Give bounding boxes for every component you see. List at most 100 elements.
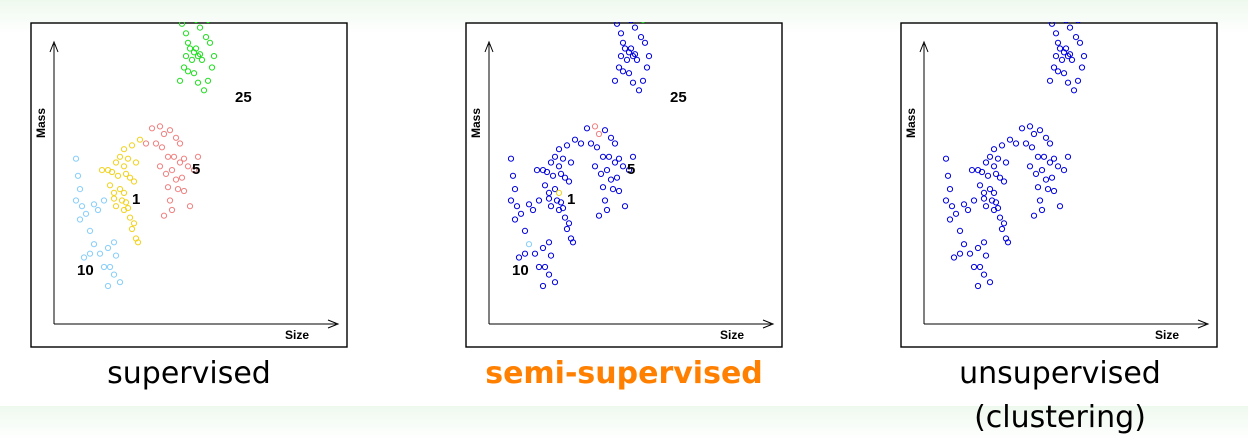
data-point-10 xyxy=(100,197,108,204)
data-point-1 xyxy=(1002,159,1010,166)
data-point-5 xyxy=(156,163,164,170)
data-point-25 xyxy=(631,51,639,58)
data-point-25 xyxy=(190,70,198,77)
data-point-5 xyxy=(1012,140,1020,147)
data-point-1 xyxy=(553,197,561,204)
data-point-25 xyxy=(1058,56,1066,64)
data-point-25 xyxy=(1066,51,1074,58)
class-label-5: 5 xyxy=(627,161,635,178)
data-point-25 xyxy=(645,52,653,60)
data-point-5 xyxy=(577,140,585,147)
x-axis-arrowhead xyxy=(762,319,775,329)
data-point-1 xyxy=(555,189,563,196)
data-point-10 xyxy=(956,227,964,234)
data-point-1 xyxy=(108,168,116,176)
data-point-1 xyxy=(984,172,992,179)
data-point-5 xyxy=(1038,167,1046,174)
data-point-1 xyxy=(571,136,579,143)
data-point-25 xyxy=(1060,70,1068,77)
data-point-10 xyxy=(78,203,86,210)
data-point-25 xyxy=(1064,79,1072,86)
data-point-25 xyxy=(617,30,625,37)
x-axis-label: Size xyxy=(1155,328,1179,342)
data-point-10 xyxy=(110,239,118,246)
data-point-5 xyxy=(168,206,176,214)
data-point-1 xyxy=(98,167,106,174)
data-point-5 xyxy=(178,174,186,181)
class-label-1: 1 xyxy=(567,191,575,208)
data-point-5 xyxy=(166,197,174,204)
data-point-5 xyxy=(1040,153,1048,160)
data-point-10 xyxy=(76,186,84,193)
data-point-5 xyxy=(162,170,170,177)
data-point-1 xyxy=(134,239,142,246)
data-point-5 xyxy=(1026,163,1034,170)
data-point-25 xyxy=(643,64,651,71)
data-point-25 xyxy=(210,52,218,60)
data-point-25 xyxy=(1056,45,1064,52)
data-point-1 xyxy=(549,172,557,179)
data-point-1 xyxy=(996,214,1004,221)
data-point-5 xyxy=(1028,144,1036,151)
x-axis-label: Size xyxy=(720,328,744,342)
data-point-5 xyxy=(1046,159,1054,166)
data-point-10 xyxy=(106,263,114,271)
data-point-5 xyxy=(176,140,184,147)
data-point-5 xyxy=(615,155,623,162)
data-point-25 xyxy=(1046,77,1054,84)
y-axis-arrowhead xyxy=(919,40,929,53)
data-point-1 xyxy=(130,178,138,185)
data-point-10 xyxy=(980,271,988,278)
data-point-10 xyxy=(976,263,984,271)
data-point-5 xyxy=(1030,130,1038,138)
data-point-5 xyxy=(601,127,609,134)
data-point-5 xyxy=(1038,206,1046,214)
data-point-10 xyxy=(511,186,519,193)
data-point-25 xyxy=(1064,52,1072,60)
data-point-1 xyxy=(986,153,994,160)
data-point-1 xyxy=(998,225,1006,233)
data-point-5 xyxy=(629,153,637,160)
data-point-1 xyxy=(128,225,136,233)
data-point-5 xyxy=(605,153,613,160)
data-point-5 xyxy=(591,163,599,170)
data-point-5 xyxy=(168,167,176,174)
panel-unsupervised: Size Mass xyxy=(900,22,1218,348)
data-point-5 xyxy=(1042,134,1050,141)
data-point-25 xyxy=(208,64,216,71)
data-point-1 xyxy=(990,146,998,153)
data-point-10 xyxy=(539,244,547,252)
data-point-5 xyxy=(164,153,172,160)
data-point-10 xyxy=(74,172,82,179)
data-point-25 xyxy=(637,34,645,41)
data-point-10 xyxy=(90,241,98,248)
data-point-25 xyxy=(204,77,212,84)
data-point-5 xyxy=(1018,125,1026,132)
data-point-5 xyxy=(170,153,178,160)
data-point-1 xyxy=(1006,136,1014,143)
data-point-10 xyxy=(507,155,515,162)
data-point-1 xyxy=(555,163,563,170)
data-point-5 xyxy=(621,203,629,210)
data-point-1 xyxy=(988,197,996,204)
data-point-25 xyxy=(621,45,629,52)
data-point-1 xyxy=(106,182,114,189)
data-point-5 xyxy=(1060,167,1068,174)
data-point-10 xyxy=(974,244,982,252)
data-point-10 xyxy=(970,197,978,204)
data-point-10 xyxy=(966,250,974,257)
data-point-10 xyxy=(982,252,990,259)
data-point-1 xyxy=(990,189,998,196)
data-point-1 xyxy=(124,205,132,212)
data-point-10 xyxy=(950,254,958,261)
data-point-1 xyxy=(126,214,134,221)
data-point-25 xyxy=(629,79,637,86)
data-point-10 xyxy=(521,250,529,257)
data-point-25 xyxy=(206,39,214,46)
class-label-5: 5 xyxy=(192,161,200,178)
data-point-5 xyxy=(174,186,182,193)
data-point-5 xyxy=(1054,163,1062,170)
data-point-10 xyxy=(531,250,539,257)
data-point-5 xyxy=(601,197,609,204)
data-point-1 xyxy=(124,155,132,162)
